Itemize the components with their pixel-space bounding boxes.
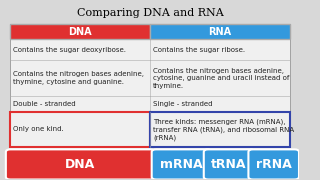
Text: Contains the sugar deoxyribose.: Contains the sugar deoxyribose.	[13, 47, 126, 53]
FancyBboxPatch shape	[10, 24, 150, 39]
FancyBboxPatch shape	[204, 149, 254, 179]
Text: RNA: RNA	[209, 27, 232, 37]
Text: Single - stranded: Single - stranded	[153, 101, 213, 107]
Text: Double - stranded: Double - stranded	[13, 101, 76, 107]
Text: Contains the nitrogen bases adenine,
thymine, cytosine and guanine.: Contains the nitrogen bases adenine, thy…	[13, 71, 144, 85]
Text: rRNA: rRNA	[256, 158, 292, 171]
FancyBboxPatch shape	[152, 149, 211, 179]
Text: DNA: DNA	[68, 27, 92, 37]
FancyBboxPatch shape	[6, 149, 155, 179]
FancyBboxPatch shape	[150, 24, 290, 39]
Text: Contains the sugar ribose.: Contains the sugar ribose.	[153, 47, 245, 53]
FancyBboxPatch shape	[10, 24, 290, 147]
Text: Three kinds: messenger RNA (mRNA),
transfer RNA (tRNA), and ribosomal RNA
(rRNA): Three kinds: messenger RNA (mRNA), trans…	[153, 118, 294, 141]
Text: Comparing DNA and RNA: Comparing DNA and RNA	[77, 8, 224, 19]
FancyBboxPatch shape	[10, 112, 150, 147]
FancyBboxPatch shape	[150, 112, 290, 147]
Text: mRNA: mRNA	[160, 158, 203, 171]
Text: tRNA: tRNA	[211, 158, 247, 171]
Text: Only one kind.: Only one kind.	[13, 126, 64, 132]
Text: Contains the nitrogen bases adenine,
cytosine, guanine and uracil instead of
thy: Contains the nitrogen bases adenine, cyt…	[153, 68, 290, 89]
Text: DNA: DNA	[65, 158, 95, 171]
FancyBboxPatch shape	[248, 149, 299, 179]
